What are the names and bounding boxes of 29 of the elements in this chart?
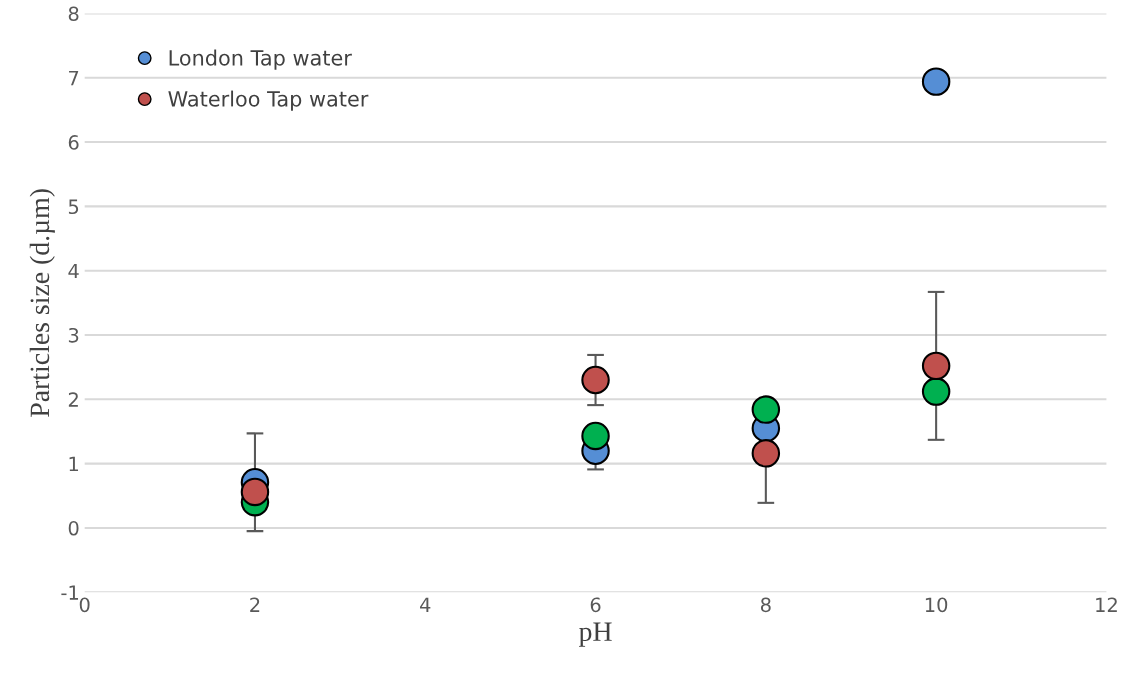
legend-label: London Tap water <box>169 49 352 70</box>
y-tick-label: 7 <box>69 70 79 86</box>
y-tick-label: 1 <box>69 456 79 472</box>
x-tick-label: 4 <box>420 597 431 612</box>
y-tick-label: 8 <box>68 6 79 22</box>
point <box>921 67 951 96</box>
x-axis-title: pH <box>579 622 612 647</box>
x-tick-label: 6 <box>590 597 601 613</box>
x-tick-label: 2 <box>250 597 260 612</box>
x-tick-label: 8 <box>760 597 771 613</box>
y-tick-label: 0 <box>68 520 79 536</box>
legend-label: Waterloo Tap water <box>168 90 369 111</box>
x-tick-label: 0 <box>79 597 90 613</box>
y-tick-label: 3 <box>68 327 79 343</box>
point <box>921 351 951 381</box>
point <box>751 439 781 468</box>
y-tick-label: 2 <box>68 392 78 407</box>
y-tick-label: 5 <box>68 199 79 215</box>
point <box>921 377 951 406</box>
y-tick-label: 4 <box>68 263 79 279</box>
point <box>240 477 270 507</box>
point <box>581 421 610 451</box>
y-tick-label: -1 <box>61 585 79 600</box>
y-tick-label: 6 <box>68 135 79 150</box>
point <box>581 365 610 395</box>
x-tick-label: 10 <box>925 597 948 613</box>
x-tick-label: 12 <box>1096 597 1117 612</box>
point <box>751 395 781 424</box>
y-axis-title: Particles size (d.µm) <box>29 189 55 417</box>
